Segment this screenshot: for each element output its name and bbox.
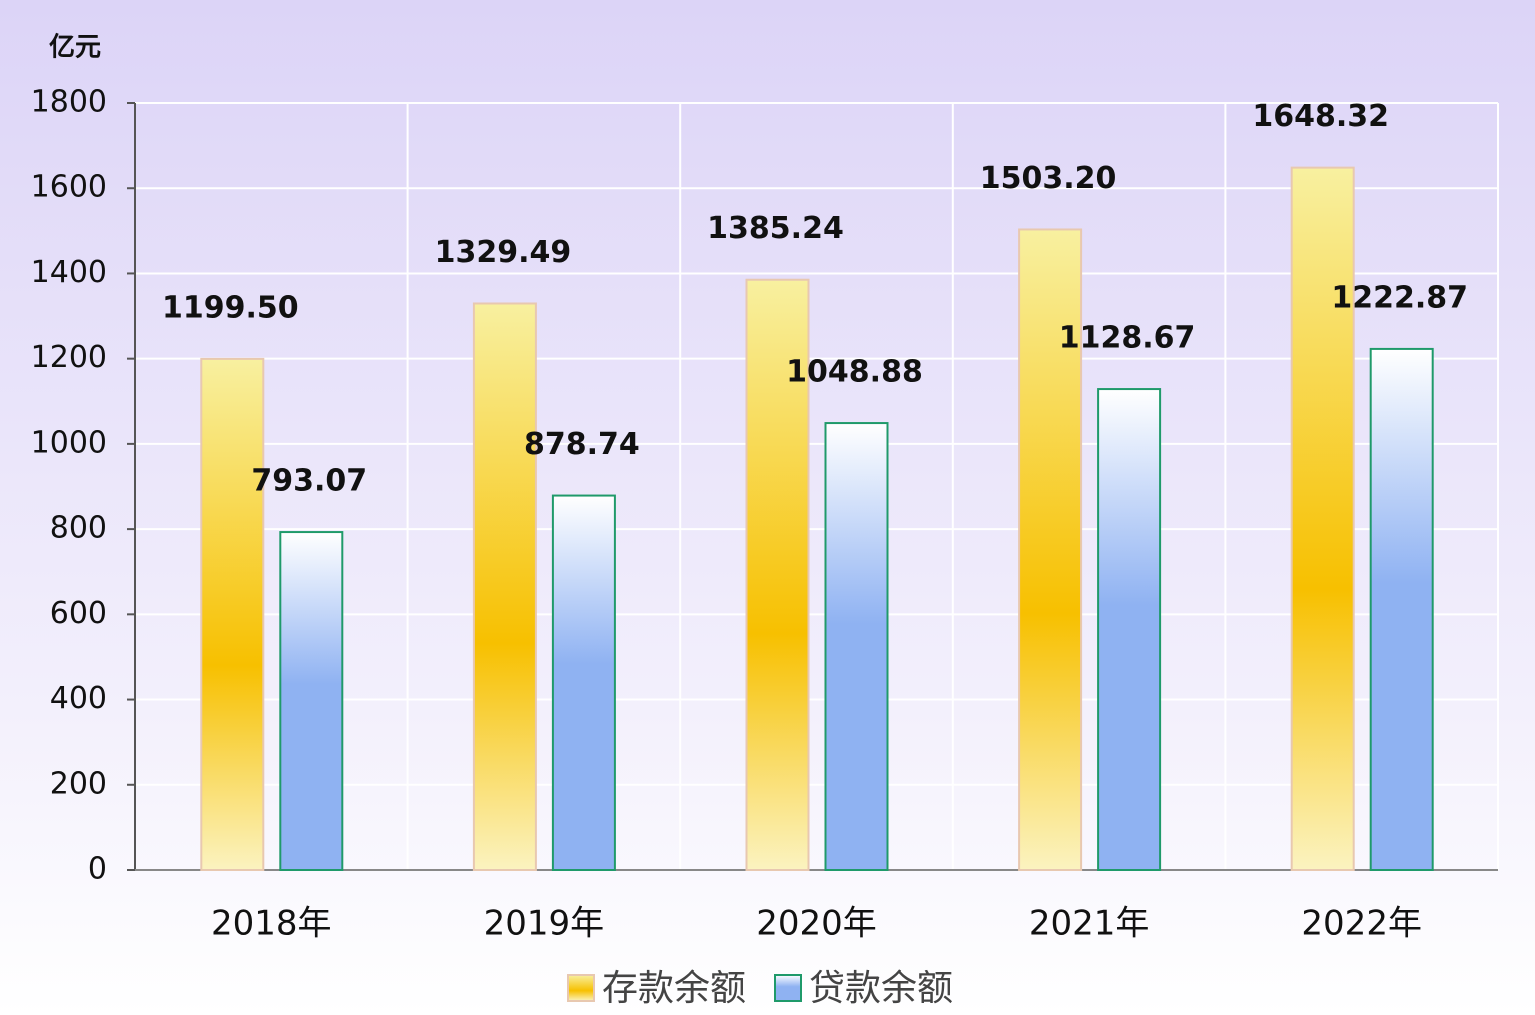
value-label: 793.07	[251, 464, 367, 499]
value-label: 1048.88	[786, 355, 923, 390]
bar	[1290, 166, 1355, 872]
bar	[1018, 228, 1083, 871]
legend-label: 贷款余额	[809, 968, 953, 1009]
y-tick-label: 1800	[31, 85, 107, 120]
bar	[745, 278, 810, 872]
value-label: 1329.49	[435, 235, 572, 270]
bar	[200, 357, 265, 871]
bar	[279, 531, 344, 872]
x-tick-label: 2022年	[1301, 904, 1422, 944]
bar	[1369, 347, 1434, 871]
bar	[1097, 388, 1162, 871]
y-tick-label: 600	[50, 596, 107, 631]
x-tick-label: 2021年	[1029, 904, 1150, 944]
value-label: 1128.67	[1059, 321, 1196, 356]
bar	[472, 302, 537, 871]
y-axis-label: 亿元	[49, 33, 101, 63]
y-tick-label: 800	[50, 511, 107, 546]
x-tick-label: 2020年	[756, 904, 877, 944]
value-label: 1199.50	[162, 290, 299, 325]
value-label: 1222.87	[1331, 280, 1468, 315]
legend-label: 存款余额	[602, 968, 746, 1009]
value-label: 1648.32	[1252, 99, 1389, 134]
y-tick-label: 0	[88, 852, 107, 887]
x-tick-label: 2018年	[211, 904, 332, 944]
x-tick-label: 2019年	[484, 904, 605, 944]
y-tick-label: 1600	[31, 170, 107, 205]
legend-swatch	[774, 974, 802, 1002]
y-tick-label: 200	[50, 766, 107, 801]
y-tick-label: 400	[50, 681, 107, 716]
y-tick-label: 1200	[31, 340, 107, 375]
bar	[551, 494, 616, 871]
value-label: 1385.24	[707, 211, 844, 246]
value-label: 878.74	[524, 427, 640, 462]
bar	[824, 422, 889, 871]
y-tick-label: 1400	[31, 255, 107, 290]
y-tick-label: 1000	[31, 425, 107, 460]
value-label: 1503.20	[980, 161, 1117, 196]
legend-swatch	[567, 974, 595, 1002]
